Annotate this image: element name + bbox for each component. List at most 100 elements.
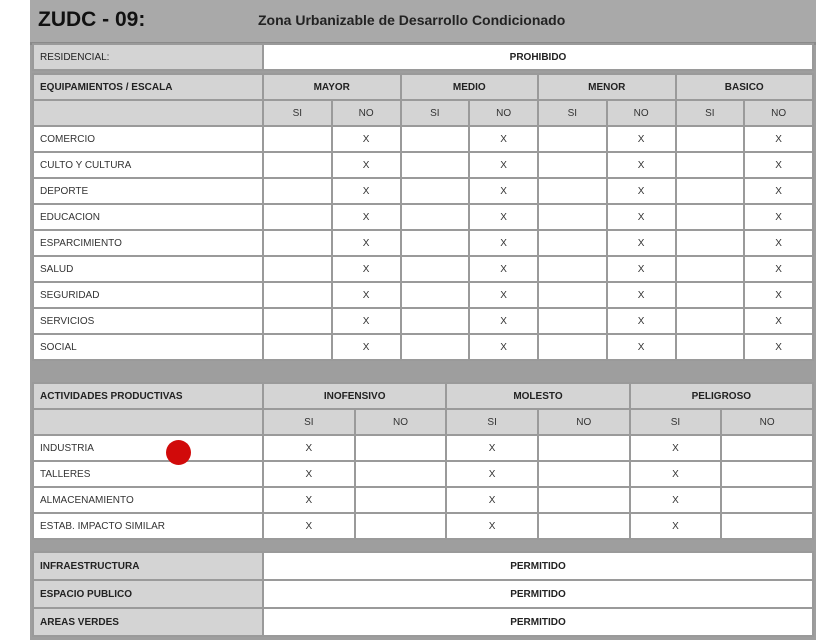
mark-cell xyxy=(262,177,333,205)
mark-cell xyxy=(262,125,333,153)
mark-cell: X xyxy=(743,255,814,283)
table-row: SEGURIDAD X X X X xyxy=(32,281,814,309)
no-header: NO xyxy=(536,408,631,436)
mark-cell xyxy=(674,255,746,283)
mark-cell: X xyxy=(468,125,539,153)
mark-cell: X xyxy=(330,307,402,335)
use-value: PERMITIDO xyxy=(262,579,814,609)
row-label: SERVICIOS xyxy=(32,307,264,335)
mark-cell: X xyxy=(468,307,539,335)
productivas-header: ACTIVIDADES PRODUCTIVAS INOFENSIVO MOLES… xyxy=(32,382,815,410)
mark-cell: X xyxy=(330,125,402,153)
equipamientos-subheader: SI NO SI NO SI NO SI NO xyxy=(32,99,814,127)
mark-cell xyxy=(262,229,333,257)
mark-cell: X xyxy=(262,512,356,540)
mark-cell: X xyxy=(628,512,723,540)
no-header: NO xyxy=(743,99,814,127)
mark-cell xyxy=(674,203,746,231)
productivas-table: ACTIVIDADES PRODUCTIVAS INOFENSIVO MOLES… xyxy=(32,382,815,540)
mark-cell: X xyxy=(330,203,402,231)
mark-cell: X xyxy=(628,434,723,462)
mark-cell xyxy=(674,333,746,361)
scale-mayor: MAYOR xyxy=(262,73,402,101)
blank-cell xyxy=(32,408,264,436)
mark-cell xyxy=(399,255,471,283)
row-label: SEGURIDAD xyxy=(32,281,264,309)
mark-cell xyxy=(537,281,608,309)
mark-cell: X xyxy=(468,151,539,179)
table-row: DEPORTE X X X X xyxy=(32,177,814,205)
mark-cell xyxy=(537,151,608,179)
residencial-row: RESIDENCIAL: PROHIBIDO xyxy=(32,43,814,71)
residencial-value: PROHIBIDO xyxy=(262,43,814,71)
row-label: SOCIAL xyxy=(32,333,264,361)
mark-cell: X xyxy=(605,151,677,179)
use-row: ESPACIO PUBLICO PERMITIDO xyxy=(32,579,814,609)
mark-cell: X xyxy=(605,125,677,153)
mark-cell xyxy=(399,151,471,179)
row-label: EDUCACION xyxy=(32,203,264,231)
mark-cell xyxy=(353,434,448,462)
residencial-table: RESIDENCIAL: PROHIBIDO xyxy=(32,43,814,71)
mark-cell: X xyxy=(628,460,723,488)
row-label: INDUSTRIA xyxy=(32,434,264,462)
residencial-label: RESIDENCIAL: xyxy=(32,43,264,71)
mark-cell: X xyxy=(445,460,539,488)
table-row: SOCIAL X X X X xyxy=(32,333,814,361)
mark-cell: X xyxy=(468,255,539,283)
mark-cell: X xyxy=(605,177,677,205)
no-header: NO xyxy=(353,408,448,436)
no-header: NO xyxy=(605,99,677,127)
mark-cell xyxy=(537,203,608,231)
mark-cell xyxy=(720,486,814,514)
mark-cell: X xyxy=(605,307,677,335)
mark-cell xyxy=(262,307,333,335)
mark-cell xyxy=(536,460,631,488)
mark-cell xyxy=(536,486,631,514)
use-row: AREAS VERDES PERMITIDO xyxy=(32,607,814,637)
mark-cell xyxy=(399,333,471,361)
mark-cell: X xyxy=(262,460,356,488)
si-header: SI xyxy=(537,99,608,127)
row-label: TALLERES xyxy=(32,460,264,488)
level-inofensivo: INOFENSIVO xyxy=(261,382,448,410)
mark-cell xyxy=(536,434,631,462)
mark-cell xyxy=(720,434,814,462)
mark-cell: X xyxy=(445,434,539,462)
mark-cell: X xyxy=(743,203,814,231)
use-row: INFRAESTRUCTURA PERMITIDO xyxy=(32,551,814,581)
mark-cell: X xyxy=(605,333,677,361)
equipamientos-table: EQUIPAMIENTOS / ESCALA MAYOR MEDIO MENOR… xyxy=(32,73,814,361)
row-label: ESTAB. IMPACTO SIMILAR xyxy=(32,512,264,540)
mark-cell: X xyxy=(628,486,723,514)
mark-cell xyxy=(399,281,471,309)
equipamientos-label: EQUIPAMIENTOS / ESCALA xyxy=(32,73,264,101)
mark-cell: X xyxy=(605,229,677,257)
zoning-sheet: ZUDC - 09: Zona Urbanizable de Desarroll… xyxy=(30,0,816,640)
mark-cell: X xyxy=(330,255,402,283)
mark-cell: X xyxy=(445,486,539,514)
mark-cell xyxy=(353,512,448,540)
mark-cell: X xyxy=(262,434,356,462)
mark-cell xyxy=(262,151,333,179)
table-row: COMERCIO X X X X xyxy=(32,125,814,153)
mark-cell xyxy=(674,125,746,153)
mark-cell xyxy=(262,203,333,231)
si-header: SI xyxy=(445,408,539,436)
mark-cell: X xyxy=(605,203,677,231)
mark-cell: X xyxy=(330,177,402,205)
mark-cell: X xyxy=(445,512,539,540)
mark-cell xyxy=(537,255,608,283)
mark-cell: X xyxy=(330,333,402,361)
mark-cell xyxy=(537,125,608,153)
cursor-indicator xyxy=(166,440,191,465)
mark-cell: X xyxy=(468,281,539,309)
mark-cell: X xyxy=(743,177,814,205)
no-header: NO xyxy=(330,99,402,127)
level-peligroso: PELIGROSO xyxy=(628,382,815,410)
mark-cell xyxy=(537,333,608,361)
table-row: CULTO Y CULTURA X X X X xyxy=(32,151,814,179)
otros-table: INFRAESTRUCTURA PERMITIDO ESPACIO PUBLICO P… xyxy=(32,551,814,637)
level-molesto: MOLESTO xyxy=(445,382,631,410)
si-header: SI xyxy=(674,99,746,127)
